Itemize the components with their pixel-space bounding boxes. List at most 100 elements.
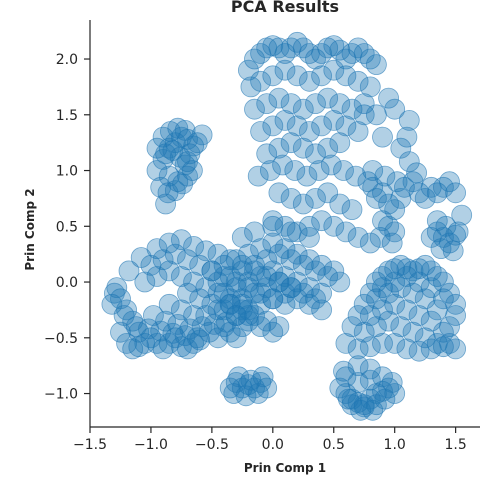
data-point xyxy=(298,293,320,315)
data-point xyxy=(292,137,314,159)
data-point xyxy=(350,399,372,421)
data-point xyxy=(329,93,351,114)
data-point xyxy=(305,260,326,282)
data-point xyxy=(237,299,259,321)
data-point xyxy=(320,154,342,176)
data-point xyxy=(378,377,400,399)
x-tick-label: 0.5 xyxy=(323,437,345,453)
data-point xyxy=(225,305,247,326)
data-point xyxy=(244,98,265,120)
x-tick-label: 1.0 xyxy=(384,437,406,453)
data-point xyxy=(183,305,205,326)
data-point xyxy=(384,293,406,315)
data-point xyxy=(311,254,333,276)
data-point xyxy=(101,293,123,315)
data-point xyxy=(335,65,357,87)
data-point xyxy=(323,110,345,131)
data-point xyxy=(152,338,174,360)
data-point xyxy=(280,249,302,271)
data-point xyxy=(106,277,128,299)
data-point xyxy=(381,371,403,393)
data-point xyxy=(353,104,375,126)
data-point xyxy=(247,383,269,404)
x-tick-label: −1.5 xyxy=(73,437,107,453)
data-point xyxy=(335,221,357,243)
data-point xyxy=(347,37,369,59)
data-point xyxy=(390,277,412,299)
data-point xyxy=(146,160,168,181)
data-point xyxy=(386,171,408,193)
data-point xyxy=(259,160,281,181)
data-point xyxy=(274,282,296,304)
data-point xyxy=(359,282,381,304)
data-point xyxy=(195,240,217,262)
data-point xyxy=(372,266,393,287)
data-point xyxy=(390,137,412,159)
data-point xyxy=(378,87,400,109)
data-point xyxy=(384,98,406,120)
data-point xyxy=(378,282,400,304)
data-point xyxy=(359,76,381,98)
data-point xyxy=(146,137,168,159)
data-point xyxy=(374,165,396,187)
data-point xyxy=(167,117,189,139)
data-point xyxy=(268,271,290,293)
data-point xyxy=(359,369,381,391)
data-point xyxy=(284,160,306,181)
y-tick-label: −1.0 xyxy=(44,387,78,403)
data-point xyxy=(305,93,326,114)
data-point xyxy=(372,299,393,321)
data-point xyxy=(146,238,168,260)
data-point xyxy=(189,254,211,276)
x-tick-label: −1.0 xyxy=(134,437,168,453)
data-point xyxy=(362,176,384,198)
data-point xyxy=(231,254,253,276)
data-point xyxy=(372,210,393,232)
data-point xyxy=(335,383,357,404)
data-point xyxy=(347,305,369,326)
data-point xyxy=(311,115,333,137)
data-point xyxy=(365,54,387,75)
data-point xyxy=(335,115,357,137)
data-point xyxy=(408,305,430,326)
data-point xyxy=(442,240,464,262)
data-point xyxy=(286,31,308,53)
data-point xyxy=(228,366,250,388)
data-point xyxy=(329,271,351,293)
data-point xyxy=(353,43,375,64)
y-tick-label: −0.5 xyxy=(44,331,78,347)
data-point xyxy=(274,266,296,287)
data-point xyxy=(292,254,314,276)
data-point xyxy=(341,316,363,338)
data-point xyxy=(420,260,442,282)
data-point xyxy=(274,293,296,315)
data-point xyxy=(378,215,400,237)
data-point xyxy=(116,332,137,354)
data-point xyxy=(128,336,150,358)
data-point xyxy=(414,254,436,276)
data-point xyxy=(268,316,290,338)
data-point xyxy=(369,226,391,248)
data-point xyxy=(390,254,412,276)
data-point xyxy=(110,321,131,343)
data-point xyxy=(432,176,454,198)
data-point xyxy=(384,332,406,354)
data-point xyxy=(365,316,387,338)
data-point xyxy=(191,124,213,146)
data-point xyxy=(359,48,381,70)
data-point xyxy=(280,277,302,299)
data-point xyxy=(317,137,339,159)
data-point xyxy=(372,126,393,148)
data-point xyxy=(335,332,357,354)
data-point xyxy=(231,226,253,248)
data-point xyxy=(396,126,418,148)
data-point xyxy=(359,232,381,254)
data-point xyxy=(384,199,406,221)
data-point xyxy=(439,171,460,193)
data-point xyxy=(262,260,284,282)
data-point xyxy=(186,327,208,349)
data-point xyxy=(398,110,420,131)
data-point xyxy=(286,288,308,310)
data-point xyxy=(170,299,192,321)
data-point xyxy=(311,43,333,64)
